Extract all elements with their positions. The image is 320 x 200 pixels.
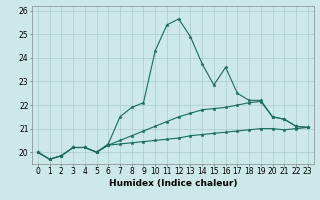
X-axis label: Humidex (Indice chaleur): Humidex (Indice chaleur) (108, 179, 237, 188)
